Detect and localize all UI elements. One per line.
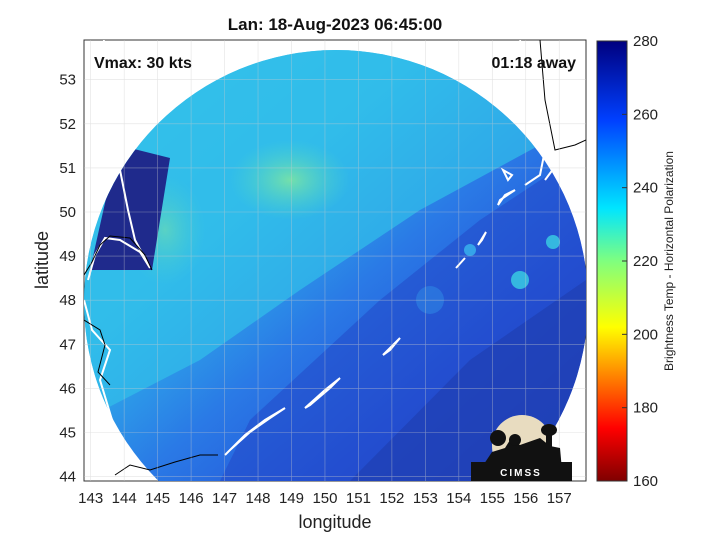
y-tick-label: 51 xyxy=(59,160,76,177)
colorbar-tick-label: 180 xyxy=(633,400,658,417)
y-tick-label: 49 xyxy=(59,248,76,265)
vmax-label: Vmax: 30 kts xyxy=(94,55,192,72)
y-tick-label: 47 xyxy=(59,336,76,353)
grid xyxy=(84,40,586,481)
x-tick-label: 153 xyxy=(413,490,438,507)
colorbar: 160 180 200 220 240 260 280 Brightness Temp - … xyxy=(596,33,676,490)
time-away-label: 01:18 away xyxy=(491,55,576,72)
colorbar-tick-label: 200 xyxy=(633,326,658,343)
x-tick-label: 143 xyxy=(78,490,103,507)
x-tick-label: 151 xyxy=(346,490,371,507)
y-tick-label: 45 xyxy=(59,424,76,441)
coastlines xyxy=(84,40,576,471)
x-tick-labels: 143 144 145 146 147 148 149 150 151 152 153 154 155 1… xyxy=(78,490,572,507)
y-tick-label: 52 xyxy=(59,116,76,133)
y-tick-label: 48 xyxy=(59,292,76,309)
x-tick-label: 146 xyxy=(179,490,204,507)
x-tick-label: 149 xyxy=(279,490,304,507)
x-tick-label: 147 xyxy=(212,490,237,507)
y-tick-label: 53 xyxy=(59,72,76,89)
x-tick-label: 155 xyxy=(480,490,505,507)
cimss-logo: CIMSS xyxy=(471,415,572,481)
chart-title: Lan: 18-Aug-2023 06:45:00 xyxy=(228,15,442,34)
x-axis-label: longitude xyxy=(298,512,371,532)
x-tick-label: 154 xyxy=(446,490,471,507)
x-tick-label: 145 xyxy=(145,490,170,507)
colorbar-label: Brightness Temp - Horizontal Polarizatio… xyxy=(662,151,676,371)
colorbar-tick-labels: 160 180 200 220 240 260 280 xyxy=(622,33,658,490)
y-tick-label: 50 xyxy=(59,204,76,221)
colorbar-tick-label: 220 xyxy=(633,253,658,270)
logo-text: CIMSS xyxy=(500,468,542,479)
coastlines-black xyxy=(84,40,586,476)
x-tick-label: 150 xyxy=(312,490,337,507)
colorbar-tick-label: 160 xyxy=(633,473,658,490)
x-tick-label: 156 xyxy=(513,490,538,507)
colorbar-tick-label: 280 xyxy=(633,33,658,50)
colorbar-tick-label: 240 xyxy=(633,180,658,197)
y-axis-label: latitude xyxy=(32,231,52,289)
x-tick-label: 152 xyxy=(379,490,404,507)
y-tick-label: 46 xyxy=(59,380,76,397)
x-tick-label: 157 xyxy=(547,490,572,507)
x-tick-label: 144 xyxy=(112,490,137,507)
colorbar-tick-label: 260 xyxy=(633,106,658,123)
y-tick-label: 44 xyxy=(59,469,76,486)
x-tick-label: 148 xyxy=(246,490,271,507)
y-tick-labels: 44 45 46 47 48 49 50 51 52 53 xyxy=(59,72,76,486)
